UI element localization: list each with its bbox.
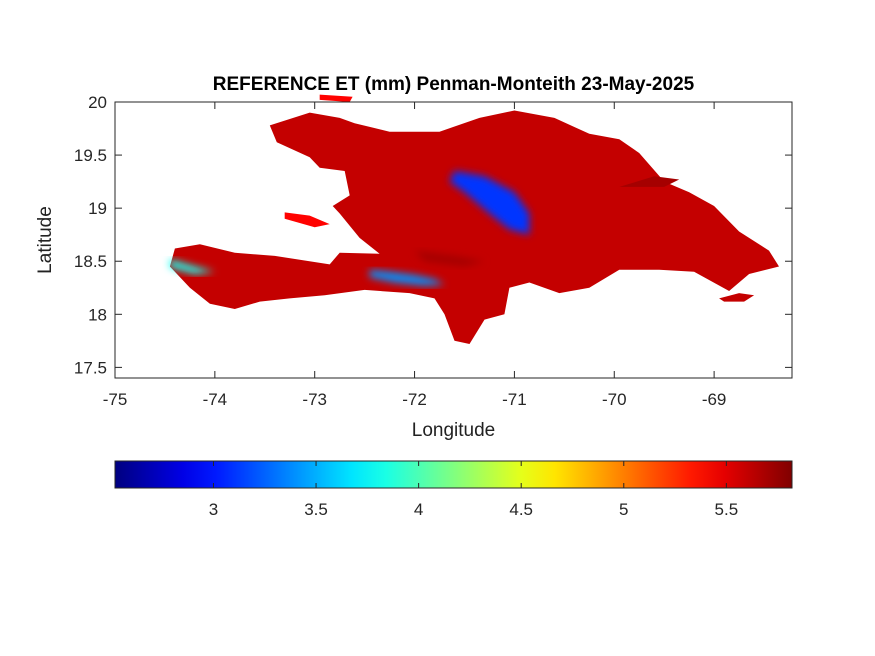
colorbar-tick-label: 4 (414, 500, 423, 519)
region-massif-de-la-hotte (169, 259, 215, 274)
x-tick-label: -72 (402, 390, 427, 409)
region-massif-de-la-selle (369, 269, 445, 286)
y-tick-label: 20 (88, 93, 107, 112)
region-ile-de-la-tortue (319, 94, 353, 102)
colorbar-tick-label: 5 (619, 500, 628, 519)
y-tick-label: 18.5 (74, 252, 107, 271)
region-enriquillo-basin (414, 250, 485, 267)
et-field (169, 94, 779, 344)
plot-title: REFERENCE ET (mm) Penman-Monteith 23-May… (212, 74, 695, 95)
x-tick-label: -73 (302, 390, 327, 409)
y-tick-label: 19.5 (74, 146, 107, 165)
region-hispaniola-mainland (169, 110, 779, 344)
y-tick-label: 17.5 (74, 358, 107, 377)
y-tick-label: 19 (88, 199, 107, 218)
x-tick-label: -69 (702, 390, 727, 409)
x-tick-label: -70 (602, 390, 627, 409)
colorbar-tick-label: 4.5 (509, 500, 533, 519)
colorbar (114, 460, 793, 489)
axes-box (114, 101, 793, 379)
x-axis-ticks: -75 -74 -73 -72 -71 -70 -69 (103, 102, 727, 409)
x-tick-label: -75 (103, 390, 128, 409)
region-cordillera-central (449, 171, 530, 235)
y-tick-label: 18 (88, 305, 107, 324)
region-samana-peninsula (619, 176, 680, 187)
colorbar-ticks: 3 3.5 4 4.5 5 5.5 (209, 461, 738, 519)
colorbar-tick-label: 5.5 (715, 500, 739, 519)
region-ile-de-la-gonave (284, 212, 330, 228)
x-tick-label: -71 (502, 390, 527, 409)
colorbar-tick-label: 3.5 (304, 500, 328, 519)
x-axis-label: Longitude (411, 420, 496, 441)
x-tick-label: -74 (203, 390, 228, 409)
region-isla-saona (719, 293, 755, 302)
colorbar-tick-label: 3 (209, 500, 218, 519)
y-axis-ticks: 17.5 18 18.5 19 19.5 20 (74, 93, 792, 377)
